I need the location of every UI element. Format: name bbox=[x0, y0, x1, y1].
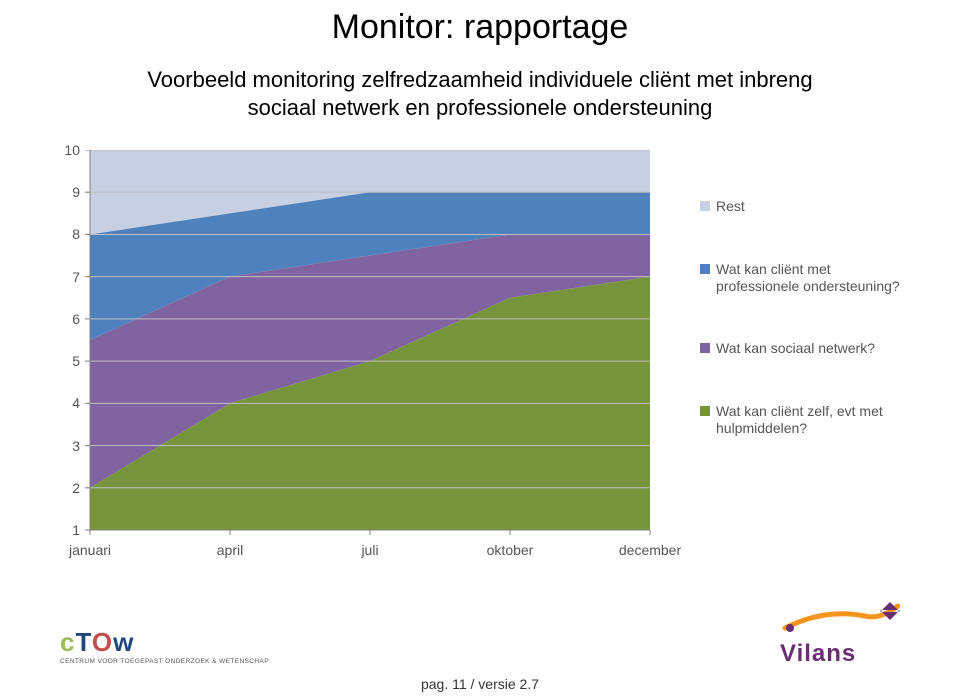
ctow-letter-t: T bbox=[75, 627, 91, 657]
y-axis-tick: 4 bbox=[50, 395, 80, 411]
subtitle-line-2: sociaal netwerk en professionele onderst… bbox=[248, 95, 713, 120]
page-subtitle: Voorbeeld monitoring zelfredzaamheid ind… bbox=[0, 66, 960, 121]
chart-legend: Rest Wat kan cliënt met professionele on… bbox=[700, 198, 910, 483]
legend-swatch bbox=[700, 343, 710, 353]
legend-label: Wat kan cliënt met professionele onderst… bbox=[716, 261, 910, 295]
y-axis-tick: 9 bbox=[50, 184, 80, 200]
ctow-subtitle: CENTRUM VOOR TOEGEPAST ONDERZOEK & WETEN… bbox=[60, 658, 269, 665]
y-axis-tick: 8 bbox=[50, 226, 80, 242]
legend-item-self: Wat kan cliënt zelf, evt met hulpmiddele… bbox=[700, 403, 910, 437]
legend-item-rest: Rest bbox=[700, 198, 910, 215]
x-axis-tick: april bbox=[217, 542, 243, 558]
y-axis-tick: 6 bbox=[50, 311, 80, 327]
footer-page-info: pag. 11 / versie 2.7 bbox=[0, 676, 960, 692]
vilans-logo: Vilans bbox=[780, 598, 900, 668]
page-title: Monitor: rapportage bbox=[0, 8, 960, 47]
vilans-name: Vilans bbox=[780, 640, 900, 668]
vilans-swoosh-icon bbox=[780, 598, 900, 640]
x-axis-tick: december bbox=[619, 542, 681, 558]
y-axis-tick: 2 bbox=[50, 480, 80, 496]
y-axis-tick: 3 bbox=[50, 438, 80, 454]
ctow-letter-w: w bbox=[113, 627, 134, 657]
legend-label: Rest bbox=[716, 198, 745, 215]
y-axis-tick: 10 bbox=[50, 142, 80, 158]
legend-item-professional: Wat kan cliënt met professionele onderst… bbox=[700, 261, 910, 295]
chart-container: Rest Wat kan cliënt met professionele on… bbox=[50, 150, 910, 570]
ctow-logo: cTOw CENTRUM VOOR TOEGEPAST ONDERZOEK & … bbox=[60, 627, 269, 668]
x-axis-tick: januari bbox=[69, 542, 111, 558]
legend-swatch bbox=[700, 406, 710, 416]
subtitle-line-1: Voorbeeld monitoring zelfredzaamheid ind… bbox=[147, 67, 812, 92]
legend-swatch bbox=[700, 264, 710, 274]
legend-swatch bbox=[700, 201, 710, 211]
ctow-letter-c: c bbox=[60, 627, 75, 657]
y-axis-tick: 5 bbox=[50, 353, 80, 369]
legend-item-social: Wat kan sociaal netwerk? bbox=[700, 340, 910, 357]
y-axis-tick: 1 bbox=[50, 522, 80, 538]
x-axis-tick: oktober bbox=[487, 542, 534, 558]
y-axis-tick: 7 bbox=[50, 269, 80, 285]
legend-label: Wat kan cliënt zelf, evt met hulpmiddele… bbox=[716, 403, 910, 437]
legend-label: Wat kan sociaal netwerk? bbox=[716, 340, 875, 357]
x-axis-tick: juli bbox=[361, 542, 378, 558]
ctow-letter-o: O bbox=[92, 627, 113, 657]
